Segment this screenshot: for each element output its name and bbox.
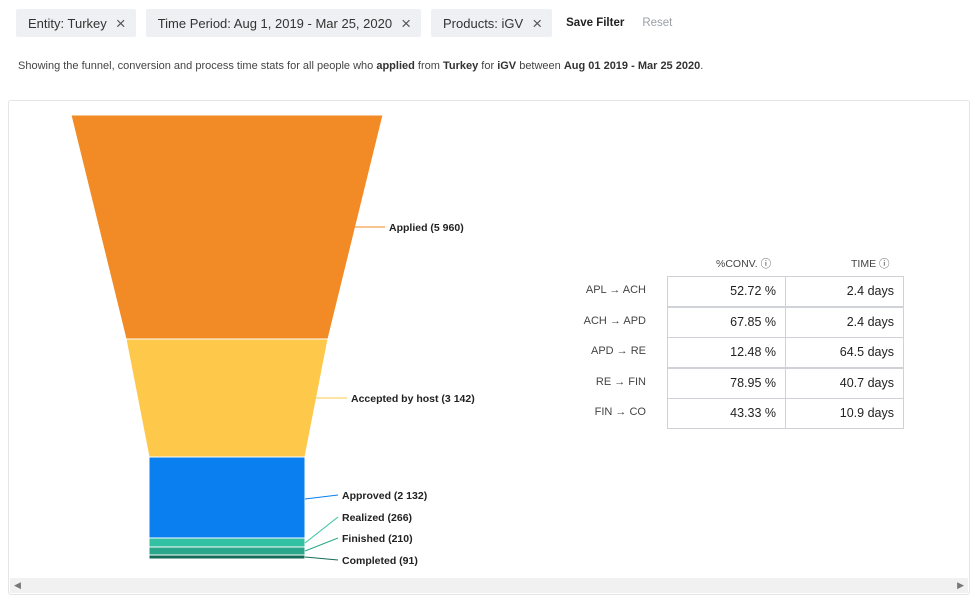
funnel-connector-line	[304, 556, 339, 561]
conv-header: %CONV. ⓘ	[716, 256, 771, 276]
time-header-label: TIME	[851, 258, 877, 270]
filter-chip-products[interactable]: Products: iGV ×	[431, 9, 553, 37]
funnel-stage-label: Accepted by host (3 142)	[351, 393, 475, 405]
summary-bold-action: applied	[376, 60, 415, 72]
info-icon[interactable]: ⓘ	[760, 258, 772, 270]
summary-part: for	[478, 60, 498, 72]
stats-row-label: APL → ACH	[585, 284, 646, 296]
filter-chip-label: Products: iGV	[443, 15, 524, 31]
filter-bar: Entity: Turkey × Time Period: Aug 1, 201…	[16, 9, 672, 37]
summary-part: .	[700, 60, 704, 72]
summary-bold-entity: Turkey	[442, 60, 479, 72]
summary-part: between	[516, 60, 564, 72]
conv-cell: 12.48 %	[667, 337, 786, 368]
summary-part: from	[414, 60, 443, 72]
funnel-panel: Applied (5 960) Accepted by host (3 142) A…	[8, 100, 970, 595]
summary-bold-period: Aug 01 2019 - Mar 25 2020	[563, 60, 701, 72]
summary-text: Showing the funnel, conversion and proce…	[18, 60, 703, 72]
time-cell: 2.4 days	[785, 276, 904, 307]
close-icon[interactable]: ×	[532, 13, 543, 33]
funnel-segment[interactable]	[148, 537, 306, 548]
conv-header-label: %CONV.	[716, 258, 758, 270]
filter-chip-time-period[interactable]: Time Period: Aug 1, 2019 - Mar 25, 2020 …	[145, 9, 421, 37]
summary-bold-product: iGV	[497, 60, 517, 72]
time-cell: 40.7 days	[785, 367, 904, 399]
info-icon[interactable]: ⓘ	[879, 258, 890, 270]
conv-cell: 78.95 %	[667, 367, 786, 399]
scroll-right-arrow-icon[interactable]: ▶	[957, 580, 964, 590]
conv-cell: 67.85 %	[667, 306, 786, 338]
close-icon[interactable]: ×	[115, 13, 126, 33]
funnel-stage-label: Completed (91)	[342, 555, 418, 567]
funnel-chart: Applied (5 960) Accepted by host (3 142) A…	[70, 114, 475, 567]
close-icon[interactable]: ×	[401, 13, 411, 33]
time-cell: 2.4 days	[785, 306, 904, 338]
scroll-left-arrow-icon[interactable]: ◀	[14, 580, 21, 590]
funnel-connector-line	[304, 516, 339, 544]
time-header: TIME ⓘ	[851, 256, 890, 276]
filter-chip-label: Entity: Turkey	[28, 15, 107, 31]
conv-cell: 52.72 %	[667, 276, 786, 307]
reset-button[interactable]: Reset	[642, 17, 673, 29]
funnel-stage-label: Applied (5 960)	[389, 222, 464, 234]
filter-chip-entity[interactable]: Entity: Turkey ×	[16, 9, 136, 37]
funnel-stage-label: Finished (210)	[342, 533, 413, 545]
horizontal-scrollbar[interactable]: ◀ ▶	[10, 578, 968, 593]
funnel-stage-label: Realized (266)	[342, 512, 412, 524]
funnel-stage-label: Approved (2 132)	[342, 490, 427, 502]
stats-row-label: FIN → CO	[594, 406, 646, 418]
funnel-segment[interactable]	[148, 554, 306, 560]
funnel-connector-line	[304, 494, 339, 500]
stats-row-label: RE → FIN	[595, 375, 646, 388]
conv-cell: 43.33 %	[667, 398, 786, 429]
summary-part: Showing the funnel, conversion and proce…	[18, 60, 377, 72]
funnel-segment[interactable]	[148, 546, 306, 556]
funnel-segment[interactable]	[125, 338, 329, 458]
time-cell: 10.9 days	[785, 398, 904, 429]
time-cell: 64.5 days	[785, 337, 904, 368]
stats-row-label: APD → RE	[590, 345, 646, 357]
funnel-connector-line	[304, 537, 339, 552]
save-filter-button[interactable]: Save Filter	[566, 17, 625, 29]
filter-chip-label: Time Period: Aug 1, 2019 - Mar 25, 2020	[157, 15, 393, 31]
funnel-segment[interactable]	[148, 456, 306, 539]
stats-row-label: ACH → APD	[583, 314, 646, 327]
